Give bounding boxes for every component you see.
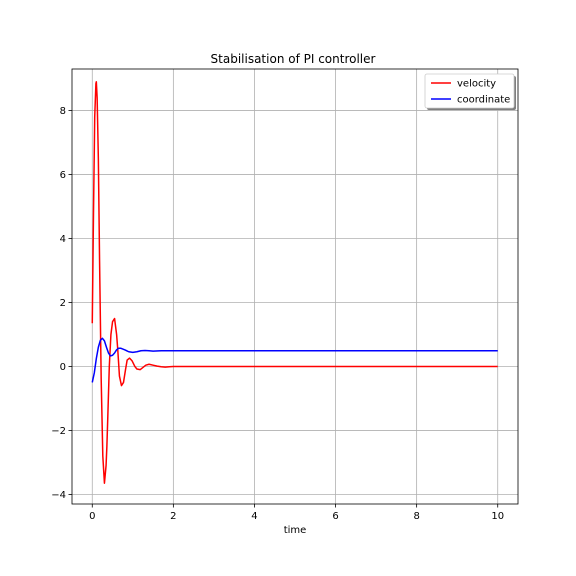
x-tick-label: 6 [332,511,338,522]
axes-frame [71,68,519,505]
y-tick-label: −4 [51,490,66,501]
legend-label-velocity: velocity [457,79,496,90]
x-tick-label: 2 [170,511,176,522]
coordinate-line [91,337,498,383]
chart-title: Stabilisation of PI controller [211,52,376,66]
y-tick-label: 8 [60,106,66,117]
y-tick-label: 4 [60,234,66,245]
x-tick-label: 8 [413,511,419,522]
legend-label-coordinate: coordinate [457,95,510,106]
y-tick-label: 2 [60,298,66,309]
x-tick-label: 4 [251,511,257,522]
plot-lines [91,81,498,484]
legend: velocity coordinate [424,73,516,110]
y-tick-label: 6 [60,170,66,181]
y-tick-label: −2 [51,426,66,437]
ticks: 0 2 4 6 8 10 −4 −2 0 2 4 6 8 [51,106,504,522]
x-tick-label: 0 [89,511,95,522]
y-tick-label: 0 [60,362,66,373]
x-tick-label: 10 [491,511,504,522]
x-axis-label: time [284,525,307,536]
grid [72,69,518,504]
velocity-line [91,81,498,484]
